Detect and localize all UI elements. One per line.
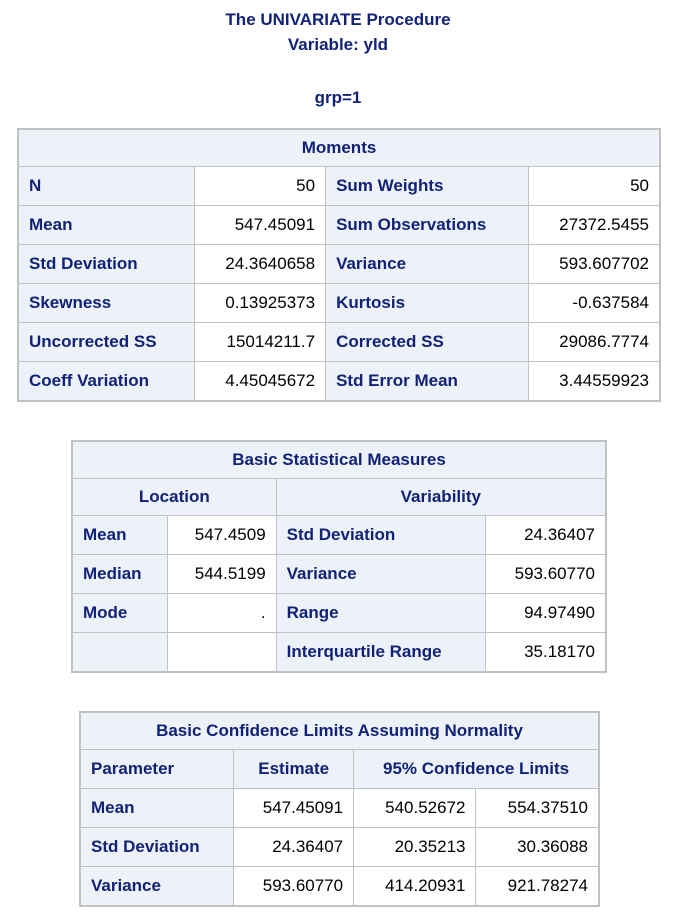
row-value: 27372.5455: [527, 205, 661, 245]
row-value: 0.13925373: [193, 283, 327, 323]
row-value: 547.45091: [193, 205, 327, 245]
row-value: 24.3640658: [193, 244, 327, 284]
row-value: -0.637584: [527, 283, 661, 323]
moments-table: Moments N 50 Sum Weights 50 Mean 547.450…: [17, 128, 661, 402]
row-value: 24.36407: [484, 515, 607, 555]
row-value: 4.45045672: [193, 361, 327, 402]
row-label: Skewness: [17, 283, 195, 323]
row-value: [166, 632, 277, 673]
group-title: grp=1: [314, 88, 362, 107]
table-row: Uncorrected SS 15014211.7 Corrected SS 2…: [17, 322, 661, 362]
row-label: Variance: [275, 554, 486, 594]
lower-limit-value: 20.35213: [353, 827, 477, 867]
row-label: Sum Weights: [325, 166, 529, 206]
table-row: Variance 593.60770 414.20931 921.78274: [79, 866, 600, 907]
row-label: Mean: [79, 788, 235, 828]
table-row: Coeff Variation 4.45045672 Std Error Mea…: [17, 361, 661, 402]
row-label: Variance: [325, 244, 529, 284]
table-row: Mean 547.4509 Std Deviation 24.36407: [71, 515, 607, 555]
row-label: Range: [275, 593, 486, 633]
row-value: 35.18170: [484, 632, 607, 673]
limits-header: 95% Confidence Limits: [353, 749, 600, 789]
row-value: 593.607702: [527, 244, 661, 284]
row-value: 94.97490: [484, 593, 607, 633]
upper-limit-value: 921.78274: [475, 866, 600, 907]
row-value: 593.60770: [484, 554, 607, 594]
row-label: [71, 632, 168, 673]
row-value: 50: [193, 166, 327, 206]
estimate-header: Estimate: [233, 749, 355, 789]
table-row: Mean 547.45091 540.52672 554.37510: [79, 788, 600, 828]
row-value: 29086.7774: [527, 322, 661, 362]
row-label: Sum Observations: [325, 205, 529, 245]
row-value: 15014211.7: [193, 322, 327, 362]
row-label: Mean: [17, 205, 195, 245]
moments-caption: Moments: [17, 128, 661, 167]
basic-measures-caption: Basic Statistical Measures: [71, 440, 607, 479]
table-row: Mean 547.45091 Sum Observations 27372.54…: [17, 205, 661, 245]
row-label: Mode: [71, 593, 168, 633]
row-value: .: [166, 593, 277, 633]
location-header: Location: [71, 478, 277, 516]
procedure-title: The UNIVARIATE Procedure: [225, 10, 451, 29]
row-value: 3.44559923: [527, 361, 661, 402]
row-label: Std Deviation: [17, 244, 195, 284]
variability-header: Variability: [275, 478, 607, 516]
table-row: N 50 Sum Weights 50: [17, 166, 661, 206]
confidence-caption: Basic Confidence Limits Assuming Normali…: [79, 711, 600, 750]
confidence-limits-table: Basic Confidence Limits Assuming Normali…: [79, 711, 600, 907]
row-value: 547.4509: [166, 515, 277, 555]
basic-measures-table: Basic Statistical Measures Location Vari…: [71, 440, 607, 673]
table-row: Interquartile Range 35.18170: [71, 632, 607, 673]
row-label: Median: [71, 554, 168, 594]
table-row: Std Deviation 24.36407 20.35213 30.36088: [79, 827, 600, 867]
row-label: Std Error Mean: [325, 361, 529, 402]
row-label: Kurtosis: [325, 283, 529, 323]
upper-limit-value: 554.37510: [475, 788, 600, 828]
row-label: Std Deviation: [275, 515, 486, 555]
estimate-value: 593.60770: [233, 866, 355, 907]
upper-limit-value: 30.36088: [475, 827, 600, 867]
lower-limit-value: 540.52672: [353, 788, 477, 828]
variable-title: Variable: yld: [287, 35, 389, 54]
table-row: Median 544.5199 Variance 593.60770: [71, 554, 607, 594]
row-label: Interquartile Range: [275, 632, 486, 673]
table-row: Skewness 0.13925373 Kurtosis -0.637584: [17, 283, 661, 323]
estimate-value: 547.45091: [233, 788, 355, 828]
row-label: Std Deviation: [79, 827, 235, 867]
row-value: 544.5199: [166, 554, 277, 594]
estimate-value: 24.36407: [233, 827, 355, 867]
table-row: Std Deviation 24.3640658 Variance 593.60…: [17, 244, 661, 284]
row-value: 50: [527, 166, 661, 206]
lower-limit-value: 414.20931: [353, 866, 477, 907]
parameter-header: Parameter: [79, 749, 235, 789]
row-label: Uncorrected SS: [17, 322, 195, 362]
row-label: N: [17, 166, 195, 206]
row-label: Corrected SS: [325, 322, 529, 362]
row-label: Variance: [79, 866, 235, 907]
row-label: Coeff Variation: [17, 361, 195, 402]
table-row: Mode . Range 94.97490: [71, 593, 607, 633]
row-label: Mean: [71, 515, 168, 555]
